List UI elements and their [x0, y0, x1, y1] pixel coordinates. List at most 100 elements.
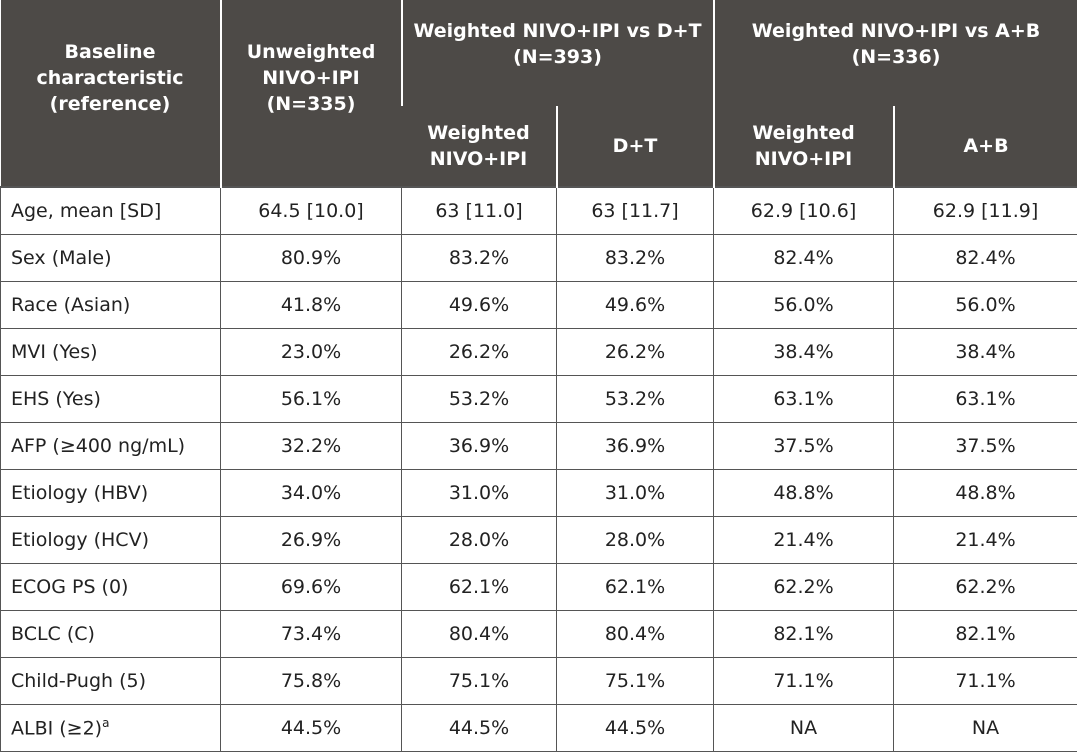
- value-cell: 63 [11.7]: [557, 187, 714, 235]
- table-body: Age, mean [SD]64.5 [10.0]63 [11.0]63 [11…: [1, 187, 1077, 752]
- value-cell: 75.1%: [402, 658, 557, 705]
- table-row: MVI (Yes)23.0%26.2%26.2%38.4%38.4%: [1, 329, 1077, 376]
- row-label: ALBI (≥2): [11, 718, 102, 740]
- value-cell: 80.4%: [557, 611, 714, 658]
- value-cell: 73.4%: [221, 611, 402, 658]
- value-cell: 64.5 [10.0]: [221, 187, 402, 235]
- value-cell: 36.9%: [402, 423, 557, 470]
- value-cell: 38.4%: [714, 329, 894, 376]
- row-label: AFP (≥400 ng/mL): [11, 435, 185, 457]
- row-label-cell: Etiology (HCV): [1, 517, 221, 564]
- table-row: Etiology (HCV)26.9%28.0%28.0%21.4%21.4%: [1, 517, 1077, 564]
- value-cell: 23.0%: [221, 329, 402, 376]
- value-cell: 49.6%: [402, 282, 557, 329]
- value-cell: 82.1%: [714, 611, 894, 658]
- table-row: Race (Asian)41.8%49.6%49.6%56.0%56.0%: [1, 282, 1077, 329]
- row-label: Etiology (HCV): [11, 529, 149, 551]
- table-row: BCLC (C)73.4%80.4%80.4%82.1%82.1%: [1, 611, 1077, 658]
- value-cell: 26.2%: [557, 329, 714, 376]
- row-label-cell: Age, mean [SD]: [1, 187, 221, 235]
- value-cell: 28.0%: [402, 517, 557, 564]
- value-cell: 21.4%: [894, 517, 1077, 564]
- header-cell: D+T: [557, 106, 714, 187]
- value-cell: 44.5%: [557, 705, 714, 752]
- value-cell: 80.4%: [402, 611, 557, 658]
- table-row: EHS (Yes)56.1%53.2%53.2%63.1%63.1%: [1, 376, 1077, 423]
- value-cell: 82.4%: [714, 235, 894, 282]
- value-cell: 56.0%: [714, 282, 894, 329]
- value-cell: 62.2%: [714, 564, 894, 611]
- value-cell: NA: [714, 705, 894, 752]
- row-label-cell: MVI (Yes): [1, 329, 221, 376]
- value-cell: 62.2%: [894, 564, 1077, 611]
- value-cell: 63.1%: [894, 376, 1077, 423]
- value-cell: 75.1%: [557, 658, 714, 705]
- row-label-cell: Etiology (HBV): [1, 470, 221, 517]
- value-cell: 62.1%: [557, 564, 714, 611]
- footnote-marker: a: [102, 716, 109, 730]
- value-cell: 48.8%: [894, 470, 1077, 517]
- row-label-cell: Sex (Male): [1, 235, 221, 282]
- row-label-cell: Race (Asian): [1, 282, 221, 329]
- header-cell: Unweighted NIVO+IPI (N=335): [221, 0, 402, 187]
- header-row: Baseline characteristic (reference) Unwe…: [1, 0, 1077, 106]
- value-cell: 69.6%: [221, 564, 402, 611]
- header-cell: Baseline characteristic (reference): [1, 0, 221, 187]
- value-cell: 83.2%: [402, 235, 557, 282]
- value-cell: 63.1%: [714, 376, 894, 423]
- value-cell: 63 [11.0]: [402, 187, 557, 235]
- value-cell: 82.1%: [894, 611, 1077, 658]
- row-label-cell: BCLC (C): [1, 611, 221, 658]
- value-cell: NA: [894, 705, 1077, 752]
- value-cell: 48.8%: [714, 470, 894, 517]
- value-cell: 21.4%: [714, 517, 894, 564]
- row-label-cell: AFP (≥400 ng/mL): [1, 423, 221, 470]
- table-row: Child-Pugh (5)75.8%75.1%75.1%71.1%71.1%: [1, 658, 1077, 705]
- value-cell: 38.4%: [894, 329, 1077, 376]
- value-cell: 34.0%: [221, 470, 402, 517]
- row-label: Etiology (HBV): [11, 482, 148, 504]
- table-header: Baseline characteristic (reference) Unwe…: [1, 0, 1077, 187]
- header-cell: Weighted NIVO+IPI: [402, 106, 557, 187]
- value-cell: 53.2%: [402, 376, 557, 423]
- value-cell: 75.8%: [221, 658, 402, 705]
- value-cell: 26.2%: [402, 329, 557, 376]
- row-label: Child-Pugh (5): [11, 670, 146, 692]
- row-label: Race (Asian): [11, 294, 130, 316]
- table-row: Etiology (HBV)34.0%31.0%31.0%48.8%48.8%: [1, 470, 1077, 517]
- row-label: BCLC (C): [11, 623, 95, 645]
- header-group: Weighted NIVO+IPI vs A+B (N=336): [714, 0, 1077, 106]
- value-cell: 26.9%: [221, 517, 402, 564]
- row-label-cell: Child-Pugh (5): [1, 658, 221, 705]
- row-label: ECOG PS (0): [11, 576, 128, 598]
- value-cell: 62.9 [10.6]: [714, 187, 894, 235]
- value-cell: 31.0%: [402, 470, 557, 517]
- value-cell: 32.2%: [221, 423, 402, 470]
- row-label: MVI (Yes): [11, 341, 98, 363]
- value-cell: 62.9 [11.9]: [894, 187, 1077, 235]
- row-label: EHS (Yes): [11, 388, 101, 410]
- value-cell: 71.1%: [714, 658, 894, 705]
- value-cell: 37.5%: [714, 423, 894, 470]
- row-label-cell: ALBI (≥2)a: [1, 705, 221, 752]
- value-cell: 44.5%: [402, 705, 557, 752]
- table-row: AFP (≥400 ng/mL)32.2%36.9%36.9%37.5%37.5…: [1, 423, 1077, 470]
- row-label-cell: EHS (Yes): [1, 376, 221, 423]
- row-label: Sex (Male): [11, 247, 112, 269]
- row-label-cell: ECOG PS (0): [1, 564, 221, 611]
- table-row: Age, mean [SD]64.5 [10.0]63 [11.0]63 [11…: [1, 187, 1077, 235]
- header-cell: A+B: [894, 106, 1077, 187]
- value-cell: 28.0%: [557, 517, 714, 564]
- value-cell: 80.9%: [221, 235, 402, 282]
- value-cell: 44.5%: [221, 705, 402, 752]
- table-row: ECOG PS (0)69.6%62.1%62.1%62.2%62.2%: [1, 564, 1077, 611]
- value-cell: 31.0%: [557, 470, 714, 517]
- header-group: Weighted NIVO+IPI vs D+T (N=393): [402, 0, 714, 106]
- value-cell: 62.1%: [402, 564, 557, 611]
- value-cell: 56.1%: [221, 376, 402, 423]
- value-cell: 36.9%: [557, 423, 714, 470]
- value-cell: 49.6%: [557, 282, 714, 329]
- value-cell: 53.2%: [557, 376, 714, 423]
